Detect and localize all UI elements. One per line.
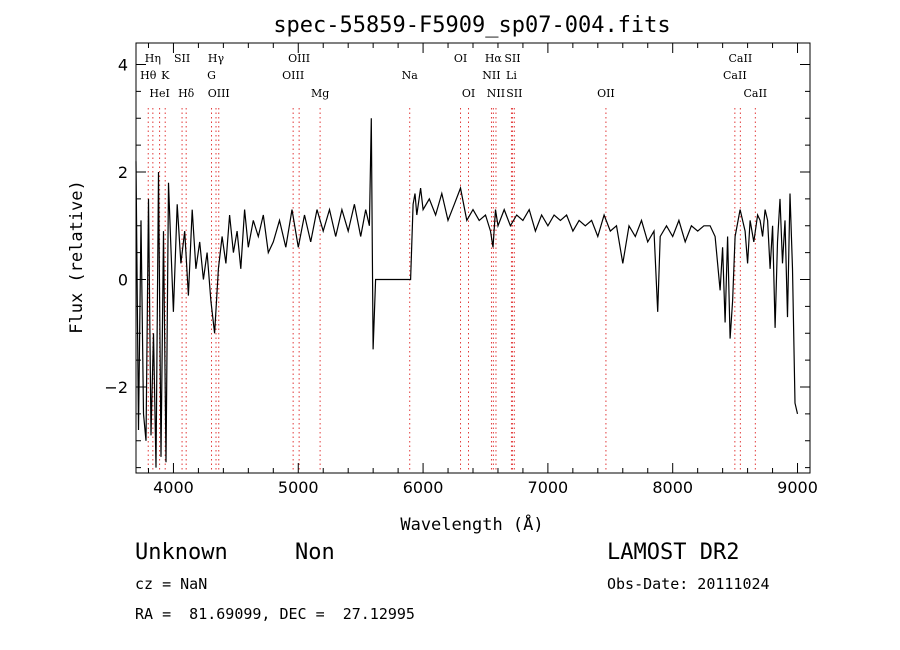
marker-label: OIII [208,87,230,100]
x-tick-label: 9000 [777,478,818,497]
class-label: Unknown [135,540,228,565]
marker-label: K [161,69,170,82]
marker-label: Li [506,69,517,82]
survey-label: LAMOST DR2 [607,540,740,565]
x-tick-label: 6000 [403,478,444,497]
marker-label: Hθ [140,69,157,82]
marker-label: Hγ [208,52,225,65]
marker-label: SII [174,52,190,65]
spectrum-line [135,118,799,468]
marker-label: NII [482,69,500,82]
marker-label: Hη [145,52,161,65]
y-tick-label: 4 [118,56,128,75]
marker-label: Na [402,69,419,82]
marker-label: HeI [149,87,169,100]
marker-label: Hα [485,52,503,65]
marker-label: CaII [743,87,767,100]
y-axis-label: Flux (relative) [67,180,87,334]
subclass-label: Non [295,540,335,565]
x-tick-label: 4000 [153,478,194,497]
plot-frame [135,42,811,474]
x-tick-label: 8000 [652,478,693,497]
y-tick-label: 2 [118,163,128,182]
chart-title: spec-55859-F5909_sp07-004.fits [273,13,670,38]
obs-date-readout: Obs-Date: 20111024 [607,575,770,593]
marker-label: Mg [311,87,329,100]
y-tick-label: 0 [118,271,128,290]
x-axis-label: Wavelength (Å) [400,513,543,535]
marker-label: OII [597,87,615,100]
y-tick-label: −2 [104,378,128,397]
marker-label: OIII [288,52,310,65]
marker-label: G [207,69,216,82]
redshift-readout: cz = NaN [135,575,208,593]
marker-label: OIII [282,69,304,82]
x-tick-label: 5000 [278,478,319,497]
marker-label: OI [462,87,475,100]
coordinates-readout: RA = 81.69099, DEC = 27.12995 [135,605,415,623]
marker-label: SII [504,52,520,65]
marker-label: Hδ [178,87,195,100]
marker-label: OI [454,52,467,65]
marker-label: NII [487,87,505,100]
marker-label: CaII [723,69,747,82]
marker-label: CaII [729,52,753,65]
x-tick-label: 7000 [528,478,569,497]
marker-label: SII [506,87,522,100]
